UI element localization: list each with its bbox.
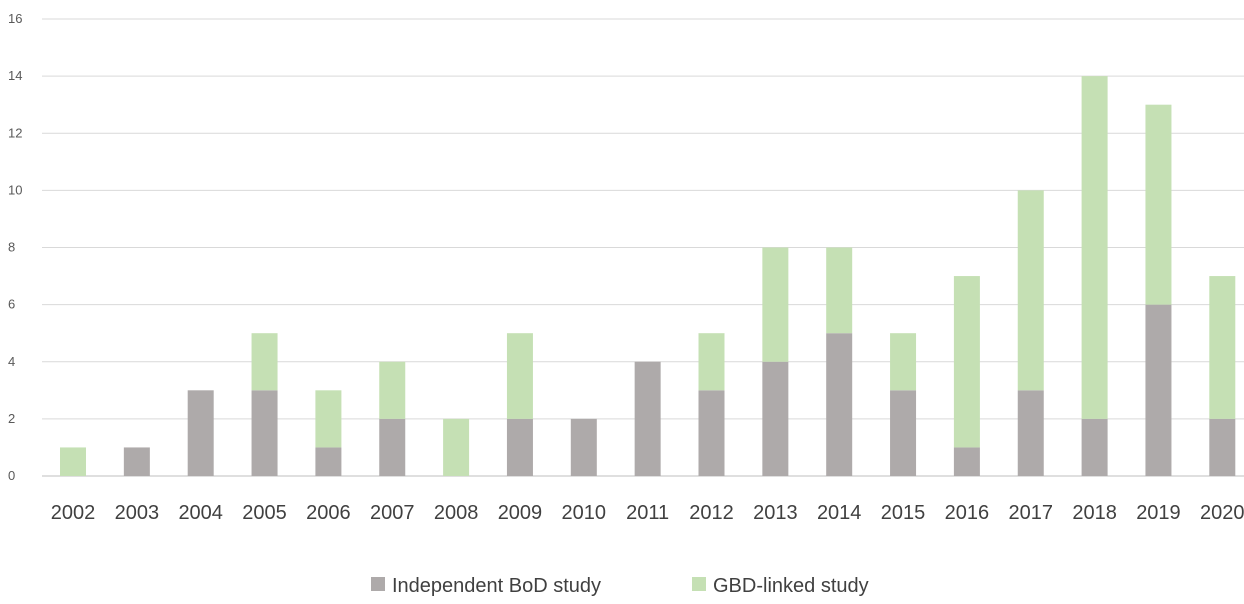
x-tick-label: 2018 (1072, 502, 1117, 524)
x-tick-label: 2004 (178, 502, 223, 524)
y-tick-label: 8 (8, 240, 15, 255)
x-tick-label: 2006 (306, 502, 351, 524)
x-tick-label: 2020 (1200, 502, 1244, 524)
x-tick-label: 2016 (945, 502, 990, 524)
y-tick-label: 10 (8, 182, 22, 197)
bar-independent-2004 (187, 390, 214, 476)
gridlines (42, 18, 1244, 477)
bar-gbd-linked-2005 (251, 333, 278, 391)
bar-independent-2019 (1145, 304, 1172, 476)
legend-label-gbd-linked: GBD-linked study (713, 575, 869, 597)
x-tick-label: 2011 (626, 502, 669, 524)
legend-label-independent: Independent BoD study (392, 575, 601, 597)
bar-independent-2006 (315, 447, 342, 476)
x-tick-label: 2010 (562, 502, 607, 524)
bar-gbd-linked-2002 (60, 447, 86, 476)
x-tick-label: 2013 (753, 502, 798, 524)
bar-independent-2005 (251, 390, 278, 476)
legend-swatch-independent (371, 577, 385, 591)
bar-gbd-linked-2007 (379, 361, 406, 419)
bar-gbd-linked-2015 (890, 333, 917, 391)
bar-gbd-linked-2017 (1017, 190, 1044, 391)
bar-independent-2016 (953, 447, 980, 476)
x-tick-label: 2019 (1136, 502, 1181, 524)
x-tick-label: 2003 (115, 502, 160, 524)
y-tick-label: 14 (8, 68, 22, 83)
x-tick-label: 2008 (434, 502, 479, 524)
bar-independent-2003 (123, 447, 150, 476)
bar-independent-2020 (1209, 418, 1236, 476)
x-tick-label: 2012 (689, 502, 734, 524)
bar-gbd-linked-2008 (443, 418, 470, 476)
x-tick-label: 2017 (1009, 502, 1054, 524)
y-axis-ticks: 0 2 4 6 8 10 12 14 16 (8, 11, 22, 483)
bar-gbd-linked-2014 (826, 247, 853, 334)
x-tick-label: 2002 (51, 502, 96, 524)
bar-independent-2009 (506, 418, 533, 476)
bar-gbd-linked-2020 (1209, 276, 1236, 419)
bar-independent-2013 (762, 361, 789, 476)
bar-gbd-linked-2018 (1081, 76, 1108, 419)
bar-independent-2015 (890, 390, 917, 476)
bar-gbd-linked-2016 (953, 276, 980, 448)
y-tick-label: 4 (8, 354, 15, 369)
bar-gbd-linked-2006 (315, 390, 342, 448)
bar-gbd-linked-2009 (506, 333, 533, 419)
bars (60, 76, 1236, 476)
x-tick-label: 2009 (498, 502, 543, 524)
x-tick-label: 2014 (817, 502, 862, 524)
bar-gbd-linked-2012 (698, 333, 725, 391)
bar-independent-2017 (1017, 390, 1044, 476)
bar-independent-2012 (698, 390, 725, 476)
bar-independent-2014 (826, 333, 853, 476)
bar-gbd-linked-2019 (1145, 104, 1172, 305)
y-tick-label: 2 (8, 411, 15, 426)
x-tick-label: 2015 (881, 502, 926, 524)
x-tick-label: 2007 (370, 502, 415, 524)
bar-independent-2011 (634, 361, 661, 476)
bar-independent-2010 (570, 418, 597, 476)
bar-independent-2007 (379, 418, 406, 476)
bar-gbd-linked-2013 (762, 247, 789, 362)
y-tick-label: 16 (8, 11, 22, 26)
x-tick-label: 2005 (242, 502, 287, 524)
legend: Independent BoD study GBD-linked study (371, 575, 869, 597)
y-tick-label: 6 (8, 297, 15, 312)
y-tick-label: 0 (8, 468, 15, 483)
x-axis-ticks: 2002 2003 2004 2005 2006 2007 2008 2009 2010 2011… (51, 502, 1244, 524)
y-tick-label: 12 (8, 125, 22, 140)
legend-swatch-gbd-linked (692, 577, 706, 591)
bar-independent-2018 (1081, 418, 1108, 476)
